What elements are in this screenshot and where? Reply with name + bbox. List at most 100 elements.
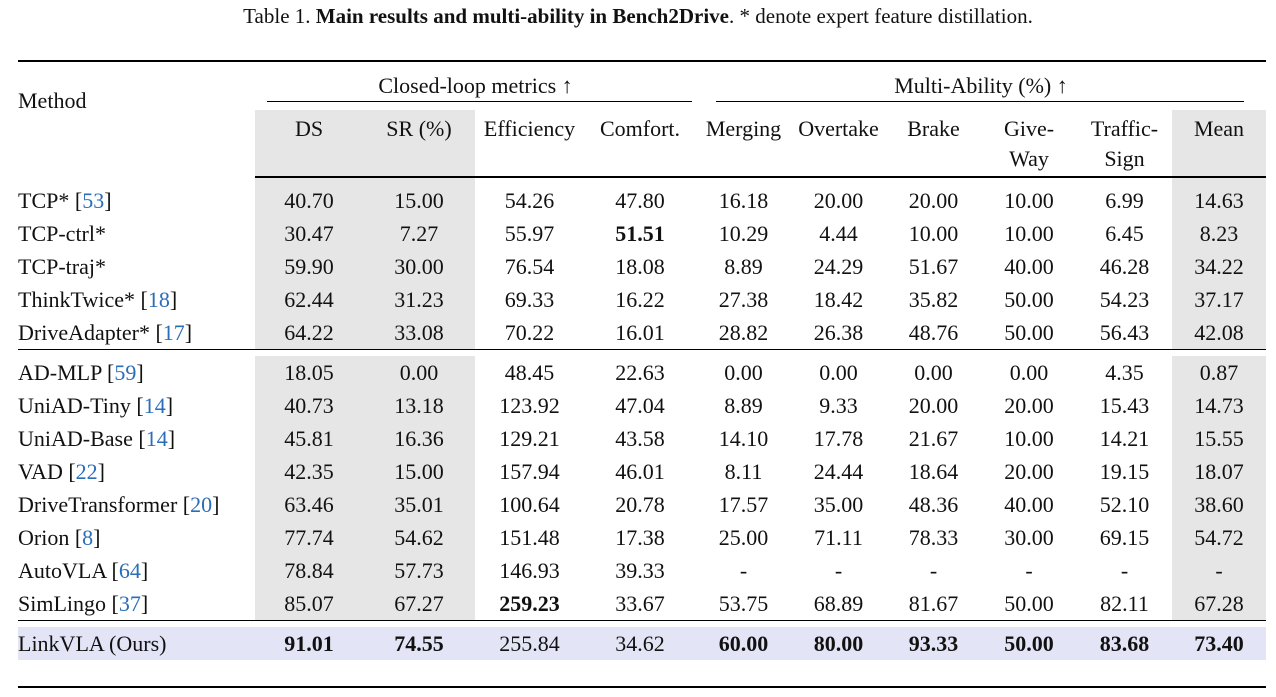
value-cell: 48.76 [908,319,959,345]
citation-link[interactable]: 8 [82,524,94,550]
table-caption: Table 1. Main results and multi-ability … [0,3,1276,29]
table-row: TCP-ctrl* 30.47 7.27 55.97 51.51 10.29 4.44 10.… [18,217,1266,250]
value-cell: 81.67 [908,590,959,616]
separator-cell [791,349,886,356]
value-cell: 20.00 [1004,392,1054,418]
value-cell: 0.00 [819,359,858,385]
col-merging: Merging [696,110,791,178]
method-name: AD-MLP [59] [18,356,255,389]
caption-prefix: Table 1. [243,4,311,28]
value-cell: 50.00 [1004,319,1054,345]
header-multi-ability-label: Multi-Ability (%) ↑ [894,73,1068,98]
value-cell: 17.57 [718,491,769,517]
col-give-way-line1: Give- [1003,116,1055,141]
value-cell: 40.73 [255,389,363,422]
citation-link[interactable]: 14 [143,392,166,418]
method-name: DriveAdapter* [17] [18,316,255,350]
separator-cell [886,620,981,627]
citation-link[interactable]: 59 [114,359,137,385]
table-row-ours: LinkVLA (Ours) 91.01 74.55 255.84 34.62 60.00… [18,627,1266,660]
col-traffic-sign-line1: Traffic- [1090,116,1159,141]
caption-title: Main results and multi-ability in Bench2… [315,4,729,28]
baseline-group: AD-MLP [59] 18.05 0.00 48.45 22.63 0.00 0.00 0.… [18,349,1266,621]
value-cell: - [834,557,843,583]
method-name: ThinkTwice* [18] [18,283,255,316]
method-label: UniAD-Base [ [18,425,146,451]
header-row-columns: DS SR (%) Efficiency Comfort. Merging Ov… [18,110,1266,178]
table-row: UniAD-Tiny [14] 40.73 13.18 123.92 47.04 8.89… [18,389,1266,422]
citation-link[interactable]: 17 [162,319,185,345]
col-give-way: Give- Way [981,110,1077,178]
value-cell: 129.21 [499,425,560,451]
value-cell: 68.89 [813,590,864,616]
value-cell: 30.00 [1004,524,1054,550]
value-cell: 25.00 [718,524,769,550]
method-label: UniAD-Tiny [ [18,392,144,418]
col-brake: Brake [886,110,981,178]
method-name: TCP-traj* [18,250,255,283]
value-cell: 35.00 [813,491,864,517]
method-label: SimLingo [ [18,590,119,616]
citation-link[interactable]: 20 [190,491,213,517]
citation-link[interactable]: 22 [75,458,98,484]
value-cell: 27.38 [718,286,769,312]
value-cell: 20.00 [908,392,959,418]
value-cell: 22.63 [615,359,665,385]
ours-group: LinkVLA (Ours) 91.01 74.55 255.84 34.62 60.00… [18,620,1266,660]
separator-cell [255,620,363,627]
value-cell: 26.38 [813,319,864,345]
citation-link[interactable]: 18 [147,286,170,312]
method-label: DriveTransformer [ [18,491,191,517]
value-cell: 55.97 [504,220,555,246]
value-cell: 33.67 [615,590,665,616]
value-cell: 7.27 [363,217,475,250]
method-label: AutoVLA [ [18,557,119,583]
citation-close: ] [165,392,174,418]
value-cell: 33.08 [363,316,475,350]
separator-cell [1172,620,1266,627]
separator-cell [696,177,791,184]
separator-cell [791,177,886,184]
value-cell: 48.36 [908,491,959,517]
value-cell: 8.89 [724,392,763,418]
value-cell: - [1120,557,1129,583]
value-cell: 31.23 [363,283,475,316]
separator-cell [1172,177,1266,184]
separator-cell [981,620,1077,627]
value-cell: 10.00 [1004,425,1054,451]
value-cell: 20.78 [615,491,665,517]
value-cell: 14.10 [718,425,769,451]
citation-link[interactable]: 14 [145,425,168,451]
value-cell: 14.63 [1172,184,1266,217]
separator-cell [886,349,981,356]
value-cell: 64.22 [255,316,363,350]
citation-link[interactable]: 53 [82,187,105,213]
value-cell: 69.15 [1099,524,1150,550]
table-row: DriveTransformer [20] 63.46 35.01 100.64 20.… [18,488,1266,521]
separator-cell [981,349,1077,356]
separator-cell [584,620,696,627]
value-cell: 255.84 [475,627,584,660]
col-traffic-sign: Traffic- Sign [1077,110,1172,178]
separator-cell [255,349,363,356]
value-cell: 67.28 [1172,587,1266,621]
table-row: ThinkTwice* [18] 62.44 31.23 69.33 16.22 27.3… [18,283,1266,316]
value-cell: 42.08 [1172,316,1266,350]
header-multi-ability-group: Multi-Ability (%) ↑ [696,61,1266,110]
table-row: SimLingo [37] 85.07 67.27 259.23 33.67 53.75 6… [18,587,1266,621]
method-name: UniAD-Tiny [14] [18,389,255,422]
value-cell: 69.33 [504,286,555,312]
method-name: TCP-ctrl* [18,217,255,250]
method-label: TCP* [ [18,187,83,213]
value-cell: 50.00 [981,627,1077,660]
citation-link[interactable]: 37 [118,590,141,616]
separator-cell [696,349,791,356]
citation-link[interactable]: 64 [118,557,141,583]
value-cell: 20.00 [908,187,959,213]
group-separator [18,177,1266,184]
separator-cell [584,177,696,184]
value-cell: 6.45 [1105,220,1144,246]
col-sr: SR (%) [363,110,475,178]
citation-close: ] [93,524,101,550]
value-cell: 51.67 [908,253,959,279]
